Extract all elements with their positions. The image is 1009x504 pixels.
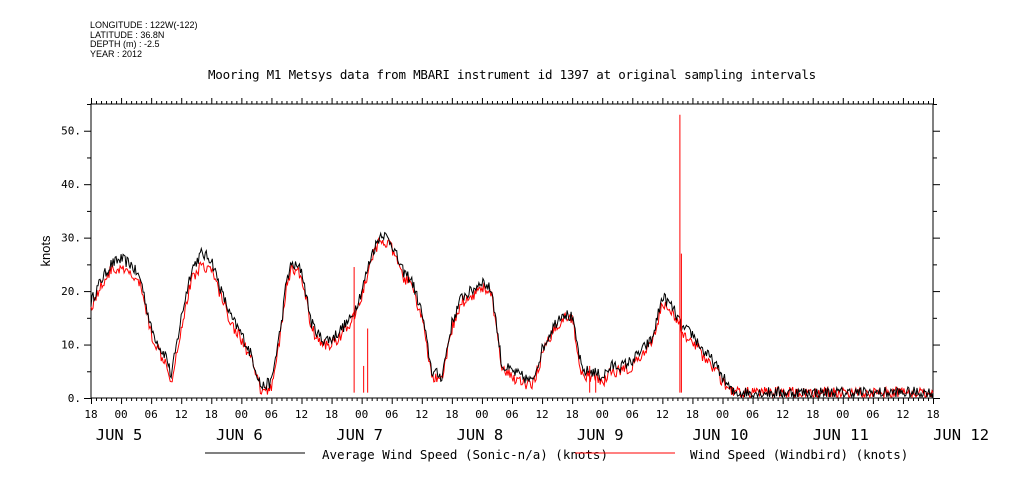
x-tick-label: 00 — [475, 408, 488, 421]
series-line — [90, 231, 934, 399]
series-line — [90, 237, 934, 399]
x-tick-label: 18 — [325, 408, 338, 421]
x-tick-label: 00 — [235, 408, 248, 421]
x-tick-label: 18 — [686, 408, 699, 421]
x-tick-label: 06 — [145, 408, 158, 421]
day-label: JUN 10 — [693, 426, 749, 444]
x-tick-label: 12 — [415, 408, 428, 421]
day-label: JUN 5 — [96, 426, 143, 444]
x-tick-label: 12 — [896, 408, 909, 421]
day-label: JUN 8 — [457, 426, 504, 444]
x-tick-label: 12 — [175, 408, 188, 421]
y-tick-label: 30. — [61, 232, 81, 245]
day-label: JUN 7 — [336, 426, 383, 444]
x-tick-labels: 18 00 06 12 18 00 06 12 18 00 06 12 18 00 06 12 18 00 06 12… — [84, 408, 939, 421]
x-tick-label: 18 — [926, 408, 939, 421]
y-tick-labels: 0. 10. 20. 30. 40. 50. — [61, 125, 81, 405]
x-tick-label: 00 — [114, 408, 127, 421]
chart-title: Mooring M1 Metsys data from MBARI instru… — [207, 67, 817, 82]
x-tick-label: 06 — [866, 408, 879, 421]
x-tick-label: 18 — [84, 408, 97, 421]
x-tick-label: 00 — [596, 408, 609, 421]
plot-frame — [90, 103, 934, 399]
latitude-text: LATITUDE : 36.8N — [90, 29, 165, 40]
x-tick-label: 00 — [836, 408, 849, 421]
x-tick-label: 18 — [445, 408, 458, 421]
legend-label-windbird: Wind Speed (Windbird) (knots) — [690, 447, 908, 462]
y-tick-label: 40. — [61, 178, 81, 191]
longitude-text: LONGITUDE : 122W(-122) — [90, 20, 198, 30]
legend-label-sonic: Average Wind Speed (Sonic-n/a) (knots) — [322, 447, 608, 462]
day-label: JUN 11 — [813, 426, 869, 444]
year-text: YEAR : 2012 — [90, 48, 143, 59]
y-tick-label: 50. — [61, 125, 81, 138]
x-tick-label: 00 — [716, 408, 729, 421]
day-labels: JUN 5 JUN 6 JUN 7 JUN 8 JUN 9 JUN 10 JUN 11 JUN… — [96, 426, 989, 444]
x-tick-label: 06 — [265, 408, 278, 421]
legend: Average Wind Speed (Sonic-n/a) (knots) Wi… — [205, 447, 908, 462]
y-tick-label: 0. — [68, 392, 81, 405]
y-tick-label: 20. — [61, 285, 81, 298]
x-tick-label: 06 — [746, 408, 759, 421]
x-tick-label: 18 — [205, 408, 218, 421]
x-tick-label: 18 — [566, 408, 579, 421]
x-tick-label: 00 — [355, 408, 368, 421]
day-label: JUN 12 — [933, 426, 989, 444]
x-tick-label: 06 — [626, 408, 639, 421]
x-tick-label: 06 — [385, 408, 398, 421]
x-tick-label: 06 — [505, 408, 518, 421]
x-tick-label: 12 — [656, 408, 669, 421]
axis-ticks — [84, 98, 940, 404]
x-tick-label: 12 — [535, 408, 548, 421]
y-tick-label: 10. — [61, 339, 81, 352]
metadata-block: LONGITUDE : 122W(-122) LATITUDE : 36.8N … — [90, 20, 198, 59]
depth-text: DEPTH (m) : -2.5 — [90, 39, 160, 50]
series-lines — [90, 114, 934, 399]
x-tick-label: 12 — [295, 408, 308, 421]
x-tick-label: 18 — [806, 408, 819, 421]
day-label: JUN 9 — [577, 426, 624, 444]
y-axis-label: knots — [38, 235, 53, 267]
x-tick-label: 12 — [776, 408, 789, 421]
day-label: JUN 6 — [216, 426, 263, 444]
